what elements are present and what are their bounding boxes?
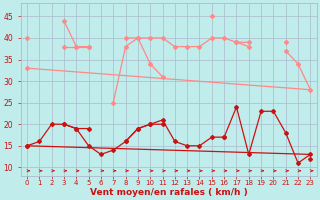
X-axis label: Vent moyen/en rafales ( km/h ): Vent moyen/en rafales ( km/h ): [90, 188, 248, 197]
